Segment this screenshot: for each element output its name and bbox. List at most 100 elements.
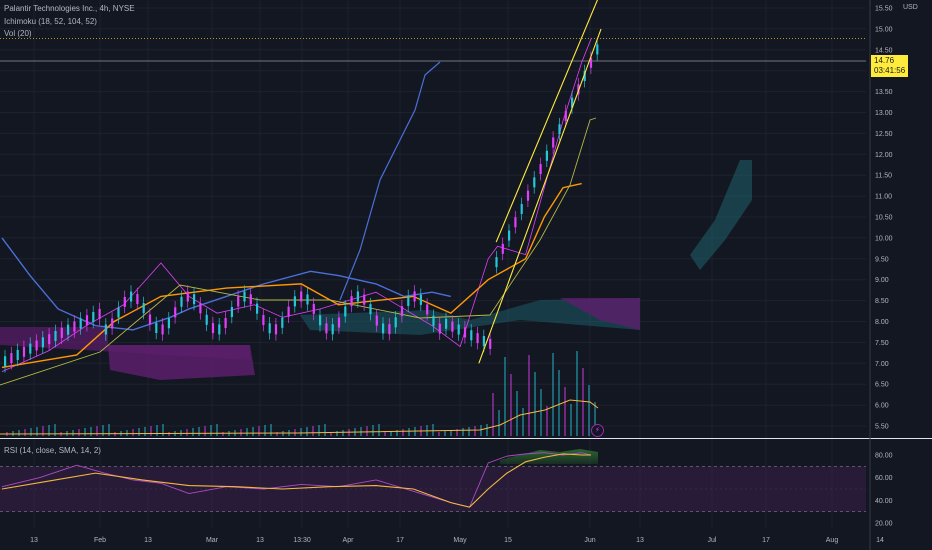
candle-body (268, 323, 271, 334)
volume-bar (276, 432, 278, 436)
volume-bar (402, 429, 404, 436)
candle-body (249, 294, 252, 305)
volume-bar (564, 387, 566, 436)
candle-body (306, 294, 309, 305)
candle-body (514, 217, 517, 228)
rsi-tick-label: 80.00 (875, 453, 893, 460)
volume-bar (102, 425, 104, 436)
symbol-title[interactable]: Palantir Technologies Inc., 4h, NYSE (4, 4, 135, 13)
volume-bar (570, 404, 572, 436)
time-tick-label: 13:30 (293, 537, 311, 544)
volume-bar (294, 429, 296, 436)
volume-bar (336, 431, 338, 436)
trend-channel[interactable] (478, 0, 602, 364)
volume-bar (324, 424, 326, 436)
volume-bar (366, 426, 368, 436)
volume-bar (576, 351, 578, 436)
lightning-icon[interactable]: ⚡ (591, 424, 604, 437)
price-tick-label: 7.00 (875, 361, 889, 368)
time-tick-label: Jul (708, 537, 717, 544)
volume-bar (300, 428, 302, 436)
trendline-lower[interactable] (478, 28, 602, 364)
rsi-legend[interactable]: RSI (14, close, SMA, 14, 2) (4, 446, 101, 455)
candle-body (186, 291, 189, 302)
volume-bars (0, 351, 602, 436)
candle-body (174, 307, 177, 318)
volume-bar (318, 425, 320, 436)
price-tick-label: 11.00 (875, 194, 892, 201)
candle-body (520, 203, 523, 214)
senkou-b-line (0, 117, 597, 386)
volume-bar (522, 408, 524, 436)
volume-bar (342, 430, 344, 436)
price-tick-label: 8.00 (875, 319, 889, 326)
candle-body (10, 353, 13, 364)
trendline-upper[interactable] (495, 0, 601, 243)
candle-body (142, 303, 145, 314)
price-tick-label: 9.00 (875, 277, 889, 284)
time-tick-label: 13 (636, 537, 644, 544)
volume-bar (408, 428, 410, 436)
candle-body (230, 307, 233, 318)
rsi-pane (0, 449, 866, 513)
time-tick-label: Mar (206, 537, 219, 544)
volume-bar (450, 430, 452, 436)
candle-body (545, 150, 548, 161)
last-price-badge: 14.76 03:41:56 (871, 55, 908, 77)
volume-bar (168, 432, 170, 436)
candle-body (438, 323, 441, 334)
volume-bar (210, 425, 212, 436)
candles (4, 38, 599, 373)
price-tick-label: 15.50 (875, 6, 893, 13)
volume-bar (258, 426, 260, 436)
candle-body (495, 257, 498, 268)
volume-bar (486, 424, 488, 436)
time-tick-label: Jun (584, 537, 595, 544)
volume-bar (150, 426, 152, 436)
candle-body (274, 324, 278, 335)
candle-body (344, 306, 347, 317)
volume-bar (480, 425, 482, 436)
price-tick-label: 13.50 (875, 89, 893, 96)
candle-body (319, 315, 322, 326)
candle-body (337, 317, 341, 328)
candle-body (237, 296, 240, 307)
bar-countdown: 03:41:56 (874, 66, 906, 75)
candle-body (400, 306, 404, 317)
candle-body (331, 324, 334, 335)
time-tick-label: May (453, 537, 467, 544)
ichimoku-legend[interactable]: Ichimoku (18, 52, 104, 52) (4, 17, 97, 26)
volume-bar (240, 429, 242, 436)
candle-body (571, 97, 574, 108)
volume-bar (474, 426, 476, 436)
volume-legend[interactable]: Vol (20) (4, 29, 32, 38)
candle-body (79, 318, 82, 329)
candle-body (413, 291, 416, 302)
candle-body (48, 334, 51, 345)
volume-bar (504, 357, 506, 436)
candle-body (470, 330, 473, 341)
volume-bar (432, 424, 434, 436)
price-tick-label: 6.50 (875, 382, 889, 389)
price-tick-label: 12.50 (875, 131, 893, 138)
candle-body (193, 294, 196, 305)
time-tick-label: 13 (144, 537, 152, 544)
volume-bar (108, 424, 110, 436)
volume-bar (462, 428, 464, 436)
candle-body (22, 346, 26, 357)
volume-bar (534, 372, 536, 436)
candle-body (111, 318, 114, 329)
price-tick-label: 7.50 (875, 340, 889, 347)
candle-body (67, 324, 70, 335)
candle-body (407, 295, 410, 306)
candle-body (262, 315, 265, 326)
candle-body (369, 304, 372, 315)
volume-bar (396, 430, 398, 436)
volume-bar (264, 425, 266, 436)
candle-body (16, 349, 19, 360)
volume-bar (132, 429, 134, 436)
cloud-segment (560, 298, 640, 330)
series-rsi-sma (1, 453, 592, 508)
candle-body (363, 294, 366, 305)
